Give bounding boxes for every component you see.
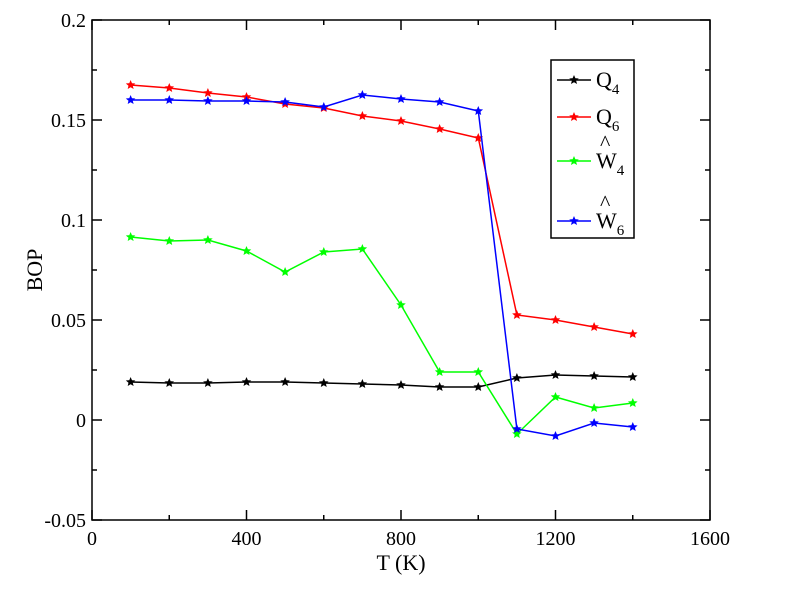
- series-3-point: [125, 231, 136, 242]
- series-4-point: [473, 105, 484, 116]
- series-2-point: [203, 87, 213, 98]
- y-axis-label: BOP: [22, 249, 47, 292]
- y-tick-label: 0.1: [61, 210, 86, 232]
- legend-swatch-marker: [569, 112, 579, 122]
- series-4-point: [627, 421, 638, 432]
- series-4-point: [512, 423, 522, 434]
- series-2-point: [589, 321, 599, 332]
- series-4-line: [130, 94, 633, 437]
- series-4-point: [203, 95, 213, 106]
- series-2-point: [164, 82, 175, 93]
- x-axis-label: T (K): [376, 550, 425, 575]
- y-tick-label: 0.05: [51, 310, 86, 332]
- series-4-point: [550, 431, 561, 441]
- series-3-point: [434, 366, 445, 377]
- series-2-point: [125, 79, 136, 90]
- series-3-point: [318, 246, 329, 257]
- series-1-point: [589, 370, 599, 381]
- y-tick-label: 0.15: [51, 110, 86, 132]
- series-4-point: [589, 417, 599, 428]
- series-1-point: [164, 377, 175, 388]
- series-4-point: [318, 101, 329, 112]
- series-3-point: [396, 300, 406, 310]
- series-1-point: [318, 377, 329, 388]
- y-tick-label: -0.05: [44, 510, 86, 532]
- series-3-point: [357, 243, 368, 254]
- series-1-point: [280, 376, 290, 387]
- series-4-point: [241, 96, 252, 106]
- series-3-point: [473, 366, 484, 377]
- series-1-point: [627, 371, 638, 382]
- legend-hat-accent: ^: [600, 130, 611, 155]
- legend-hat-accent: ^: [600, 190, 611, 215]
- series-2-point: [550, 315, 561, 325]
- series-3-point: [241, 246, 252, 256]
- x-tick-label: 1600: [690, 528, 730, 550]
- series-4-point: [434, 96, 445, 107]
- legend-label-subscript: 4: [617, 163, 625, 179]
- series-1: [125, 370, 638, 392]
- series-1-point: [473, 381, 484, 392]
- series-3: [125, 231, 638, 439]
- series-4: [125, 89, 638, 441]
- series-1-point: [434, 381, 445, 392]
- series-2-point: [512, 309, 522, 320]
- series-4-point: [280, 96, 290, 107]
- series-3-point: [627, 397, 638, 408]
- series-3-point: [550, 392, 561, 402]
- series-2-point: [434, 123, 445, 134]
- series-3-line: [130, 236, 633, 436]
- legend-swatch-marker: [569, 216, 579, 226]
- series-1-point: [396, 380, 406, 390]
- series-2-point: [396, 116, 406, 126]
- series-1-point: [357, 378, 368, 389]
- series-2-line: [130, 84, 633, 335]
- series-1-point: [550, 370, 561, 380]
- series-2-point: [627, 328, 638, 339]
- series-3-point: [280, 266, 290, 277]
- series-1-point: [512, 372, 522, 383]
- series-1-point: [241, 377, 252, 387]
- y-tick-label: 0: [76, 410, 86, 432]
- x-tick-label: 0: [87, 528, 97, 550]
- series-2-point: [357, 110, 368, 121]
- series-layer: [125, 79, 638, 441]
- series-3-point: [589, 402, 599, 413]
- legend-box: [550, 59, 635, 239]
- series-1-point: [203, 377, 213, 388]
- y-tick-label: 0.2: [61, 10, 86, 32]
- series-1-point: [125, 376, 136, 387]
- series-4-point: [396, 94, 406, 104]
- series-4-point: [125, 94, 136, 105]
- legend-swatch-marker: [569, 75, 579, 85]
- series-1-line: [130, 374, 633, 388]
- legend-swatch-marker: [569, 156, 579, 166]
- legend-label-subscript: 6: [617, 223, 625, 239]
- x-tick-label: 1200: [536, 528, 576, 550]
- series-3-point: [203, 234, 213, 245]
- legend-label-subscript: 4: [612, 82, 620, 98]
- legend-label-subscript: 6: [612, 119, 620, 135]
- series-3-point: [164, 235, 175, 246]
- x-tick-label: 400: [232, 528, 262, 550]
- series-4-point: [357, 89, 368, 100]
- x-tick-label: 800: [386, 528, 416, 550]
- series-4-point: [164, 94, 175, 105]
